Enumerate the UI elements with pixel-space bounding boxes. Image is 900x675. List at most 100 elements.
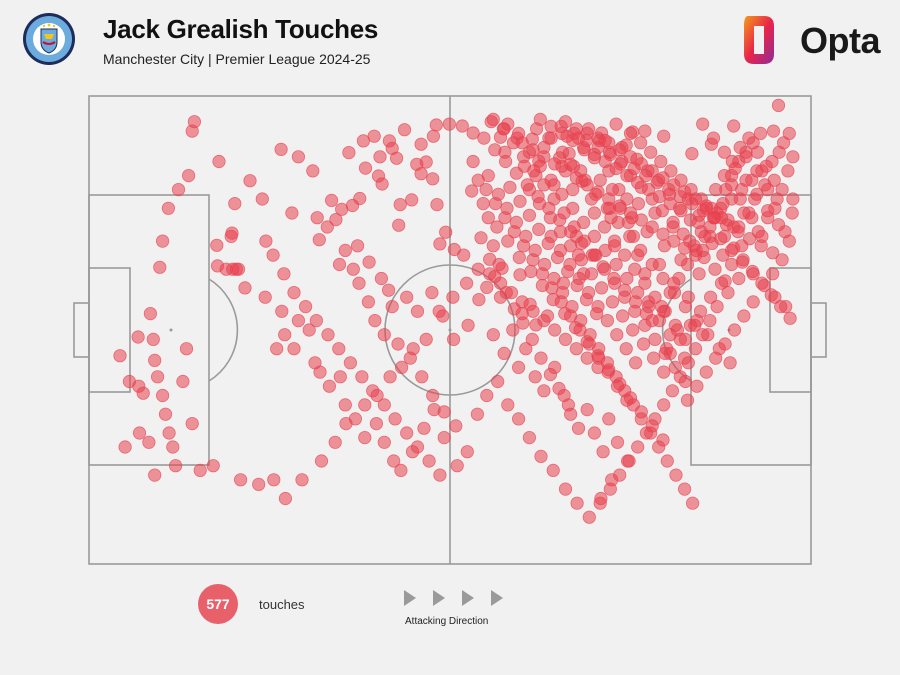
touch-point xyxy=(732,220,746,234)
touch-point xyxy=(361,295,375,309)
touch-point xyxy=(525,332,539,346)
touch-point xyxy=(528,370,542,384)
touch-point xyxy=(146,332,160,346)
touch-point xyxy=(358,398,372,412)
touch-point xyxy=(511,360,526,374)
touch-point xyxy=(389,151,404,165)
touch-point xyxy=(656,227,670,241)
touch-point xyxy=(322,379,336,393)
touch-point xyxy=(394,360,409,374)
touch-point xyxy=(727,119,741,133)
touch-point xyxy=(513,268,527,282)
touch-point xyxy=(618,248,632,262)
touch-point xyxy=(353,191,367,206)
touch-point xyxy=(609,257,623,272)
touch-point xyxy=(415,370,429,384)
touch-point xyxy=(185,416,199,431)
touch-point xyxy=(158,407,173,421)
touch-point xyxy=(369,416,383,431)
touch-point xyxy=(278,491,292,506)
touch-point xyxy=(745,173,759,187)
touch-point xyxy=(156,388,170,403)
touch-point xyxy=(611,215,625,229)
touch-point xyxy=(645,164,659,178)
touch-point xyxy=(548,323,562,337)
touch-point xyxy=(648,412,662,426)
touch-point xyxy=(563,257,577,272)
touch-point xyxy=(329,213,343,227)
touch-point xyxy=(677,482,692,496)
touch-point xyxy=(703,290,718,304)
touch-point xyxy=(728,161,742,176)
touch-point xyxy=(350,239,365,253)
touch-point xyxy=(566,133,580,148)
touch-point xyxy=(302,323,316,337)
touch-point xyxy=(657,129,671,143)
touch-point xyxy=(609,161,623,176)
touch-point xyxy=(355,370,369,384)
right-goal xyxy=(810,302,827,358)
touch-point xyxy=(652,190,667,204)
touch-point xyxy=(598,243,612,257)
touch-point xyxy=(638,276,652,290)
touch-point xyxy=(703,313,717,328)
touch-point xyxy=(439,225,453,239)
touch-point xyxy=(645,257,659,272)
touch-point xyxy=(710,299,724,314)
touch-point xyxy=(605,295,620,309)
touch-point xyxy=(522,208,537,222)
touch-point xyxy=(766,246,780,260)
touch-point xyxy=(755,164,769,178)
touch-point xyxy=(690,379,704,393)
touch-point xyxy=(785,206,799,220)
touch-point xyxy=(132,426,147,440)
touch-point xyxy=(587,229,602,243)
left-six-yard-box xyxy=(88,267,131,393)
touch-point xyxy=(641,183,656,197)
touch-point xyxy=(618,283,632,297)
touch-point xyxy=(471,173,485,187)
touch-point xyxy=(581,285,596,300)
touch-point xyxy=(179,342,194,356)
touch-point xyxy=(486,239,500,253)
touch-point xyxy=(656,433,670,447)
touch-point xyxy=(674,173,688,187)
touch-point xyxy=(771,218,786,232)
touch-point xyxy=(410,304,425,318)
touch-point xyxy=(592,351,606,365)
touch-point xyxy=(449,419,463,433)
touch-point xyxy=(324,193,339,207)
touch-point xyxy=(511,412,526,426)
touch-point xyxy=(664,164,678,178)
touch-point xyxy=(558,482,573,496)
touch-point xyxy=(142,435,156,449)
touch-point xyxy=(394,463,408,477)
touch-point xyxy=(580,402,594,417)
touch-point xyxy=(736,253,750,267)
touch-point xyxy=(321,328,335,342)
touch-point xyxy=(706,131,721,145)
touch-point xyxy=(477,131,491,145)
touch-point xyxy=(669,468,683,482)
touch-point xyxy=(755,229,769,243)
touch-point xyxy=(446,332,461,346)
touch-point xyxy=(526,253,540,267)
touch-point xyxy=(486,328,500,342)
touch-point xyxy=(626,323,640,337)
touch-point xyxy=(727,323,742,337)
touch-point xyxy=(668,318,682,332)
touch-point xyxy=(783,311,797,325)
touch-point xyxy=(765,154,779,169)
touch-point xyxy=(610,379,625,393)
touch-point xyxy=(546,463,560,477)
touch-point xyxy=(750,145,765,159)
touch-point xyxy=(381,283,396,297)
touch-point xyxy=(377,328,391,342)
touch-point xyxy=(688,248,703,262)
touch-point xyxy=(206,459,220,473)
touch-point xyxy=(131,330,145,344)
touch-point xyxy=(403,351,417,365)
touch-point xyxy=(742,131,756,145)
touch-point xyxy=(692,267,706,281)
touch-point xyxy=(623,229,637,243)
